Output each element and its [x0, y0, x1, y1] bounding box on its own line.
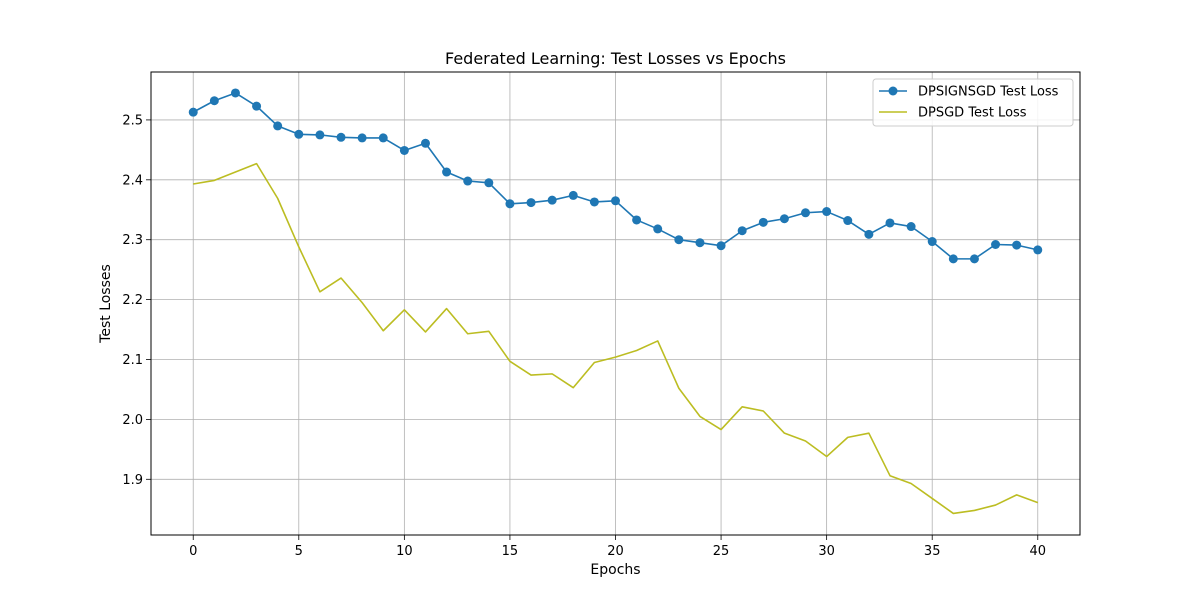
data-point [209, 96, 219, 106]
x-axis-label: Epochs [590, 562, 640, 578]
data-point [188, 107, 198, 117]
y-tick-label: 2.2 [122, 293, 143, 308]
data-point [230, 88, 240, 98]
data-point [611, 196, 620, 206]
data-point [906, 222, 916, 232]
data-point [526, 198, 536, 208]
data-point [273, 121, 283, 131]
data-point [948, 254, 958, 264]
data-point [632, 215, 642, 225]
x-tick-label: 10 [396, 544, 413, 559]
legend-item: DPSGD Test Loss [879, 106, 1027, 121]
data-point [801, 208, 811, 218]
data-point [969, 254, 979, 264]
data-point [758, 217, 768, 227]
data-point [716, 241, 726, 251]
data-point [378, 133, 388, 143]
legend-label: DPSGD Test Loss [918, 106, 1027, 121]
data-point [822, 207, 832, 217]
x-tick-label: 5 [295, 544, 303, 559]
legend-box [872, 78, 1074, 127]
data-point [589, 197, 599, 207]
data-point [864, 229, 874, 239]
legend-label: DPSIGNSGD Test Loss [918, 85, 1059, 100]
y-tick-label: 2.4 [122, 173, 143, 188]
data-point [463, 176, 473, 186]
y-tick-label: 2.0 [122, 413, 143, 428]
data-point [399, 145, 409, 155]
y-tick-label: 2.5 [122, 113, 143, 128]
x-tick-label: 30 [818, 544, 835, 559]
x-tick-label: 15 [502, 544, 519, 559]
y-axis-label: Test Losses [98, 264, 114, 344]
ticks: 0 5 10 15 20 25 30 35 40 1.9 2.0 2.1 2.2 2.3 2.4 2.5 [122, 113, 1046, 559]
series-line [193, 162, 1039, 515]
data-point [695, 238, 705, 248]
legend: DPSIGNSGD Test Loss DPSGD Test Loss [872, 78, 1074, 127]
series-2 [193, 162, 1039, 515]
data-point [653, 224, 663, 234]
data-point [294, 129, 304, 139]
data-point [1033, 245, 1043, 255]
x-tick-label: 0 [189, 544, 197, 559]
data-point [547, 195, 557, 205]
data-point [927, 237, 937, 247]
data-point [779, 214, 789, 224]
x-tick-label: 40 [1029, 544, 1046, 559]
data-point [568, 190, 578, 200]
y-tick-label: 2.3 [122, 233, 143, 248]
series-layer [188, 88, 1043, 515]
x-tick-label: 25 [713, 544, 730, 559]
data-point [315, 130, 325, 140]
data-point [420, 138, 430, 148]
data-point [991, 240, 1001, 250]
data-point [885, 218, 895, 228]
data-point [1012, 240, 1022, 250]
data-point [357, 133, 367, 143]
data-point [336, 132, 346, 142]
chart-title: Federated Learning: Test Losses vs Epoch… [445, 49, 786, 68]
data-point [505, 199, 515, 209]
series-1 [188, 88, 1043, 264]
x-tick-label: 35 [924, 544, 941, 559]
data-point [843, 216, 853, 226]
legend-marker [888, 86, 898, 96]
data-point [442, 167, 452, 177]
data-point [484, 178, 494, 188]
x-tick-label: 20 [607, 544, 624, 559]
legend-item: DPSIGNSGD Test Loss [879, 85, 1059, 100]
y-tick-label: 1.9 [122, 473, 143, 488]
data-point [252, 101, 262, 111]
data-point [737, 226, 747, 236]
data-point [674, 235, 684, 245]
y-tick-label: 2.1 [122, 353, 143, 368]
